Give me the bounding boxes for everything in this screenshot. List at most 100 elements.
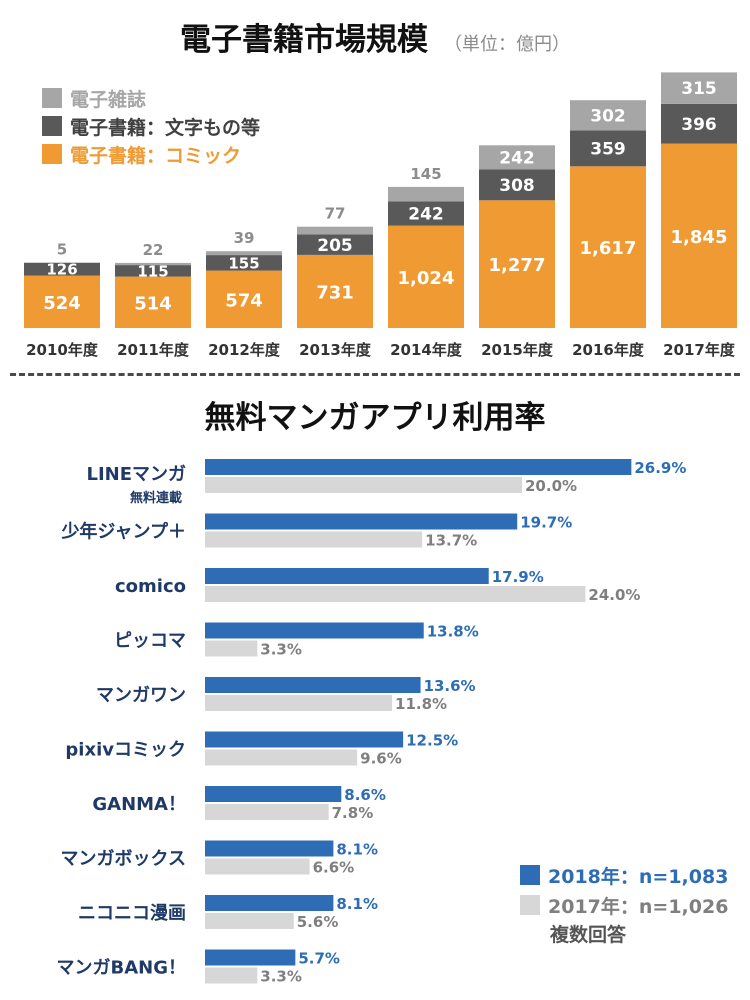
value-2017-5: 9.6% [360, 750, 402, 768]
value-2018-8: 8.1% [336, 895, 378, 913]
category-label-5: 2015年度 [481, 341, 554, 359]
app-chart-title: 無料マンガアプリ利用率 [204, 400, 546, 436]
app-legend: 2018年：n=1,083 2017年：n=1,026 複数回答 [520, 860, 728, 950]
category-label-0: 2010年度 [26, 341, 99, 359]
legend-swatch-2017 [520, 895, 540, 915]
bar-2018-0 [205, 459, 632, 475]
bar-comic-0 [24, 275, 100, 328]
label-comic-3: 731 [316, 282, 354, 303]
legend-label-comic: 電子書籍：コミック [70, 144, 242, 167]
bar-magazine-6 [570, 100, 646, 131]
market-legend: 電子雑誌 電子書籍：文字もの等 電子書籍：コミック [42, 84, 260, 168]
value-2018-2: 17.9% [492, 568, 544, 586]
app-label-3: ピッコマ [114, 631, 186, 652]
legend-label-magazine: 電子雑誌 [70, 88, 147, 111]
label-comic-2: 574 [225, 290, 263, 311]
label-magazine-2: 39 [234, 229, 255, 247]
category-label-6: 2016年度 [572, 341, 645, 359]
value-2017-2: 24.0% [588, 586, 640, 604]
bar-2017-9 [205, 967, 258, 984]
label-comic-7: 1,845 [671, 227, 728, 248]
bar-magazine-0 [24, 262, 100, 263]
label-magazine-0: 5 [57, 241, 67, 259]
bar-2017-5 [205, 749, 358, 766]
value-2018-6: 8.6% [344, 786, 386, 804]
legend-label-text: 電子書籍：文字もの等 [70, 116, 261, 139]
bar-comic-3 [297, 254, 373, 328]
legend-item-text: 電子書籍：文字もの等 [42, 112, 260, 140]
label-comic-0: 524 [43, 293, 81, 314]
value-2018-4: 13.6% [424, 677, 476, 695]
label-text-6: 359 [590, 139, 626, 159]
label-magazine-6: 302 [590, 106, 626, 126]
value-2018-9: 5.7% [298, 950, 340, 968]
app-label-6: GANMA！ [92, 794, 186, 815]
legend-label-2017: 2017年：n=1,026 [548, 895, 729, 918]
value-2017-3: 3.3% [260, 641, 302, 659]
value-2018-5: 12.5% [406, 732, 458, 750]
value-2017-8: 5.6% [297, 913, 339, 931]
app-label-8: ニコニコ漫画 [78, 903, 186, 924]
value-2017-0: 20.0% [525, 477, 577, 495]
label-text-2: 155 [228, 254, 259, 272]
label-comic-5: 1,277 [489, 255, 546, 276]
app-label-5: pixivコミック [65, 740, 186, 761]
bar-2018-7 [205, 840, 334, 857]
bar-magazine-7 [661, 72, 737, 104]
bar-2017-8 [205, 913, 294, 929]
value-2017-6: 7.8% [332, 804, 374, 822]
bar-2018-6 [205, 786, 342, 802]
bar-2018-4 [205, 677, 421, 693]
section-divider [10, 373, 740, 376]
value-2018-1: 19.7% [520, 514, 572, 532]
bar-2018-5 [205, 731, 404, 748]
bar-2018-2 [205, 568, 489, 584]
bar-text-2 [206, 255, 282, 271]
label-magazine-7: 315 [681, 79, 717, 99]
bar-magazine-4 [388, 186, 464, 202]
market-title-block: 電子書籍市場規模 （単位：億円） [0, 14, 750, 59]
bar-text-5 [479, 169, 555, 201]
bar-text-4 [388, 201, 464, 226]
bar-2017-1 [205, 531, 423, 548]
legend-item-magazine: 電子雑誌 [42, 84, 260, 112]
bar-comic-5 [479, 200, 555, 328]
app-label-2: comico [115, 576, 186, 597]
label-magazine-3: 77 [325, 205, 346, 223]
bar-2017-3 [205, 640, 258, 657]
bar-text-6 [570, 130, 646, 167]
category-label-2: 2012年度 [208, 341, 281, 359]
app-label-4: マンガワン [96, 685, 186, 706]
label-magazine-4: 145 [410, 165, 441, 183]
label-text-1: 115 [137, 262, 168, 280]
value-2018-3: 13.8% [427, 623, 479, 641]
legend-label-2018: 2018年：n=1,083 [548, 865, 729, 888]
value-2018-0: 26.9% [634, 459, 686, 477]
label-text-3: 205 [317, 236, 353, 256]
bar-2017-6 [205, 804, 329, 820]
bar-text-3 [297, 234, 373, 255]
bar-text-1 [115, 265, 191, 277]
legend-item-2017: 2017年：n=1,026 [520, 890, 728, 920]
bar-2018-9 [205, 949, 296, 966]
value-2017-9: 3.3% [260, 968, 302, 986]
bar-comic-6 [570, 166, 646, 328]
category-label-1: 2011年度 [117, 341, 190, 359]
label-comic-4: 1,024 [398, 268, 455, 289]
bar-2017-7 [205, 858, 310, 875]
label-magazine-5: 242 [499, 148, 535, 168]
bar-magazine-1 [115, 262, 191, 266]
value-2017-4: 11.8% [395, 695, 447, 713]
bar-magazine-2 [206, 251, 282, 256]
legend-item-2018: 2018年：n=1,083 [520, 860, 728, 890]
app-note-0: 無料連載 [130, 490, 182, 506]
label-text-5: 308 [499, 176, 535, 196]
label-text-7: 396 [681, 115, 717, 135]
legend-swatch-magazine [42, 88, 62, 108]
legend-swatch-comic [42, 144, 62, 164]
app-label-9: マンガBANG！ [57, 958, 187, 979]
value-2017-7: 6.6% [313, 859, 355, 877]
category-label-4: 2014年度 [390, 341, 463, 359]
legend-swatch-2018 [520, 865, 540, 885]
